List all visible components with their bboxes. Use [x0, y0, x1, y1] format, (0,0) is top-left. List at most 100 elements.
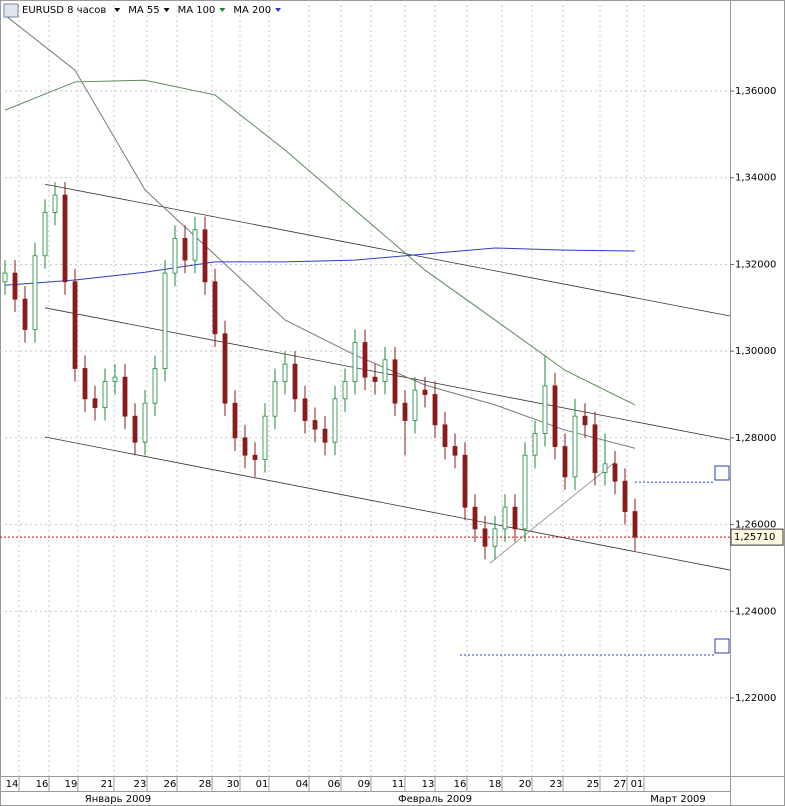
x-tick-label: 23 — [550, 779, 563, 790]
candle-body — [142, 402, 148, 443]
candle-body — [252, 454, 258, 460]
x-tick-label: 21 — [101, 779, 114, 790]
dropdown-arrow — [219, 8, 226, 12]
candle-body — [512, 506, 518, 530]
x-tick-label: 30 — [227, 779, 240, 790]
candle-body — [562, 446, 568, 478]
x-tick-label: 14 — [6, 779, 19, 790]
dropdown-arrow — [275, 8, 282, 12]
y-tick-label: 1,32000 — [735, 259, 776, 270]
candle-body — [472, 506, 478, 530]
candle-body — [312, 420, 318, 430]
x-tick-label: 25 — [587, 779, 600, 790]
trendline — [489, 461, 616, 564]
candle-body — [222, 333, 228, 404]
chart-title: EURUSD 8 часов — [22, 5, 106, 16]
candle-body — [402, 402, 408, 421]
candle-body — [322, 428, 328, 443]
candle-body — [382, 359, 388, 382]
candle-body — [462, 454, 468, 508]
legend-entry[interactable]: MA 200 — [233, 5, 271, 16]
candle-body — [632, 511, 638, 538]
candle-body — [202, 229, 208, 283]
candle-body — [262, 415, 268, 460]
candle-body — [492, 528, 498, 547]
x-tick-label: 06 — [328, 779, 341, 790]
candle-body — [192, 229, 198, 261]
candle-body — [282, 363, 288, 382]
x-tick-label: 04 — [296, 779, 309, 790]
candle-body — [502, 506, 508, 530]
candle-body — [622, 480, 628, 512]
candle-body — [612, 463, 618, 482]
candle-body — [2, 272, 8, 283]
x-tick-label: 16 — [454, 779, 467, 790]
candle-body — [232, 402, 238, 439]
candle-body — [62, 194, 68, 283]
x-tick-label: 20 — [519, 779, 532, 790]
candle-body — [552, 385, 558, 447]
x-tick-label: 27 — [614, 779, 627, 790]
candle-body — [542, 385, 548, 434]
dropdown-arrow — [114, 8, 121, 12]
x-tick-label: 18 — [489, 779, 502, 790]
x-tick-label: 23 — [134, 779, 147, 790]
candle-body — [362, 342, 368, 378]
ma-line — [4, 14, 636, 449]
candle-body — [112, 376, 118, 382]
candle-body — [522, 454, 528, 530]
candle-body — [442, 424, 448, 447]
ma-line — [4, 79, 636, 406]
candle-body — [32, 255, 38, 330]
x-tick-label: 11 — [392, 779, 405, 790]
y-tick-label: 1,28000 — [735, 433, 776, 444]
candle-body — [372, 376, 378, 382]
legend-entry[interactable]: MA 55 — [128, 5, 159, 16]
candle-body — [152, 368, 158, 404]
trendline — [44, 307, 731, 441]
candle-body — [602, 463, 608, 473]
candle-body — [172, 238, 178, 274]
x-tick-label: 16 — [36, 779, 49, 790]
symbol-icon — [3, 3, 19, 18]
trendline — [44, 436, 731, 571]
x-tick-label: 01 — [256, 779, 269, 790]
candle-body — [482, 528, 488, 547]
candle-body — [302, 398, 308, 421]
y-tick-label: 1,24000 — [735, 606, 776, 617]
candle-body — [102, 381, 108, 408]
trendline — [44, 183, 731, 317]
month-label: Январь 2009 — [85, 794, 151, 805]
x-tick-label: 13 — [422, 779, 435, 790]
candle-body — [592, 424, 598, 473]
candle-body — [352, 342, 358, 382]
candle-body — [52, 194, 58, 213]
last-price-label: 1,25710 — [734, 532, 775, 543]
candle-body — [392, 359, 398, 404]
candle-body — [272, 381, 278, 417]
candle-body — [532, 433, 538, 456]
ma-line — [4, 247, 636, 286]
y-tick-label: 1,36000 — [735, 86, 776, 97]
candle-body — [582, 415, 588, 426]
x-tick-label: 09 — [358, 779, 371, 790]
x-tick-label: 26 — [164, 779, 177, 790]
legend-entry[interactable]: MA 100 — [178, 5, 216, 16]
candle-body — [452, 446, 458, 456]
y-tick-label: 1,30000 — [735, 346, 776, 357]
candle-body — [82, 368, 88, 400]
candle-body — [572, 415, 578, 478]
alert-icon[interactable] — [714, 638, 730, 654]
candle-body — [432, 394, 438, 426]
candle-body — [122, 376, 128, 417]
candle-body — [22, 298, 28, 330]
last-price-box — [730, 528, 784, 546]
alert-icon[interactable] — [714, 465, 730, 481]
x-tick-label: 01 — [631, 779, 644, 790]
y-tick-label: 1,34000 — [735, 173, 776, 184]
y-tick-label: 1,22000 — [735, 693, 776, 704]
x-tick-label: 28 — [199, 779, 212, 790]
month-label: Март 2009 — [650, 794, 706, 805]
